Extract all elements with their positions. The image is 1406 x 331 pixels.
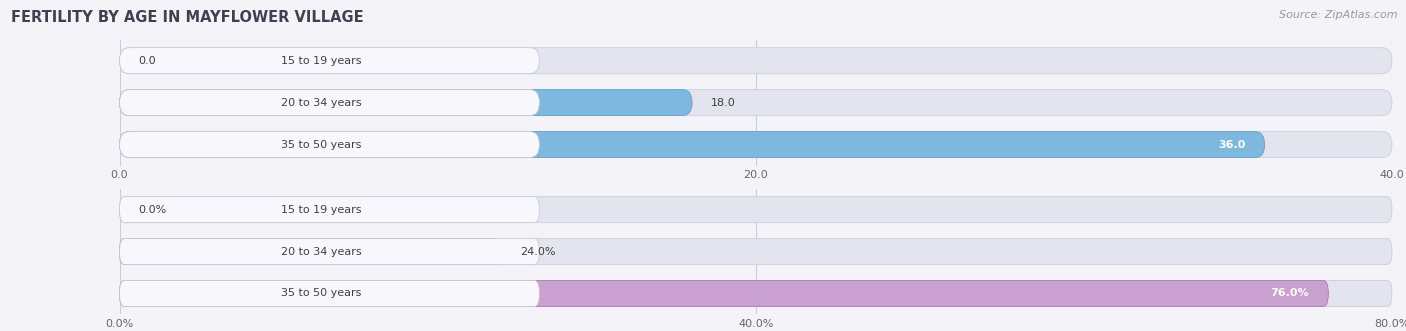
Text: FERTILITY BY AGE IN MAYFLOWER VILLAGE: FERTILITY BY AGE IN MAYFLOWER VILLAGE (11, 10, 364, 25)
FancyBboxPatch shape (120, 239, 540, 264)
FancyBboxPatch shape (120, 239, 1392, 264)
FancyBboxPatch shape (120, 131, 1392, 158)
Text: 18.0: 18.0 (711, 98, 735, 108)
FancyBboxPatch shape (120, 239, 502, 264)
FancyBboxPatch shape (120, 197, 1392, 223)
FancyBboxPatch shape (120, 131, 1265, 158)
Text: 15 to 19 years: 15 to 19 years (281, 205, 361, 214)
Text: 20 to 34 years: 20 to 34 years (281, 98, 361, 108)
FancyBboxPatch shape (120, 280, 1329, 307)
Text: 76.0%: 76.0% (1271, 289, 1309, 299)
Text: 36.0: 36.0 (1218, 140, 1246, 150)
Text: 15 to 19 years: 15 to 19 years (281, 56, 361, 66)
FancyBboxPatch shape (120, 280, 540, 307)
Text: 0.0: 0.0 (139, 56, 156, 66)
FancyBboxPatch shape (120, 90, 1392, 116)
FancyBboxPatch shape (120, 90, 692, 116)
Text: Source: ZipAtlas.com: Source: ZipAtlas.com (1279, 10, 1398, 20)
Text: 0.0%: 0.0% (139, 205, 167, 214)
Text: 24.0%: 24.0% (520, 247, 555, 257)
FancyBboxPatch shape (120, 90, 540, 116)
FancyBboxPatch shape (120, 48, 1392, 74)
FancyBboxPatch shape (120, 280, 1392, 307)
FancyBboxPatch shape (120, 48, 540, 74)
Text: 35 to 50 years: 35 to 50 years (281, 289, 361, 299)
Text: 20 to 34 years: 20 to 34 years (281, 247, 361, 257)
Text: 35 to 50 years: 35 to 50 years (281, 140, 361, 150)
FancyBboxPatch shape (120, 131, 540, 158)
FancyBboxPatch shape (120, 197, 540, 223)
